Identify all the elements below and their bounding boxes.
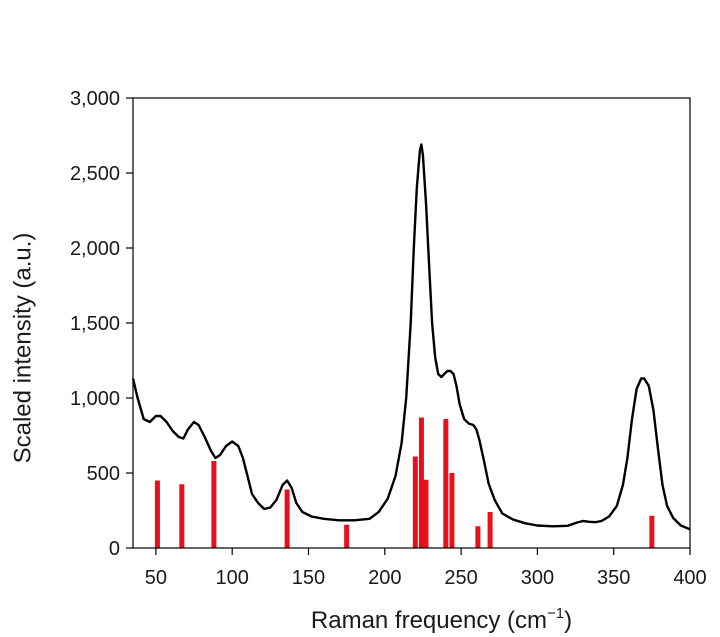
x-ticks: 50 100 150 200 250 300 350 400 [145,548,707,589]
spectrum-line [131,143,691,531]
y-tick-label: 1,500 [70,313,120,335]
y-tick-label: 2,500 [70,163,120,185]
stick-bar [179,484,185,548]
stick-bar [449,473,455,548]
x-axis-title-main: Raman frequency (cm [311,607,547,634]
y-axis-title: Scaled intensity (a.u.) [9,233,36,464]
stick-bar [154,480,160,548]
x-tick-label: 100 [216,567,249,589]
stick-bar [475,526,481,548]
stick-bar [418,417,424,548]
x-tick-label: 350 [597,567,630,589]
x-axis-title-superscript: −1 [547,605,564,622]
y-tick-label: 2,000 [70,238,120,260]
x-tick-label: 150 [292,567,325,589]
stick-bar [344,524,350,548]
x-tick-label: 50 [145,567,167,589]
plot-frame [132,97,691,549]
y-tick-label: 0 [109,538,120,560]
y-tick-label: 3,000 [70,88,120,110]
y-tick-label: 1,000 [70,388,120,410]
stick-bar [211,461,217,548]
stick-bar [443,419,449,548]
x-axis-title-end: ) [564,607,572,634]
stick-bar [423,479,429,548]
stick-bar [649,515,655,548]
stick-bar [412,456,418,548]
x-tick-label: 400 [673,567,706,589]
x-axis-title: Raman frequency (cm−1) [311,605,572,634]
x-tick-label: 250 [444,567,477,589]
x-tick-label: 300 [521,567,554,589]
x-tick-label: 200 [368,567,401,589]
stick-spectrum [154,417,655,548]
y-tick-label: 500 [87,463,120,485]
stick-bar [487,512,493,548]
stick-bar [284,489,290,548]
y-ticks: 0 500 1,000 1,500 2,000 2,500 3,000 [70,88,133,560]
